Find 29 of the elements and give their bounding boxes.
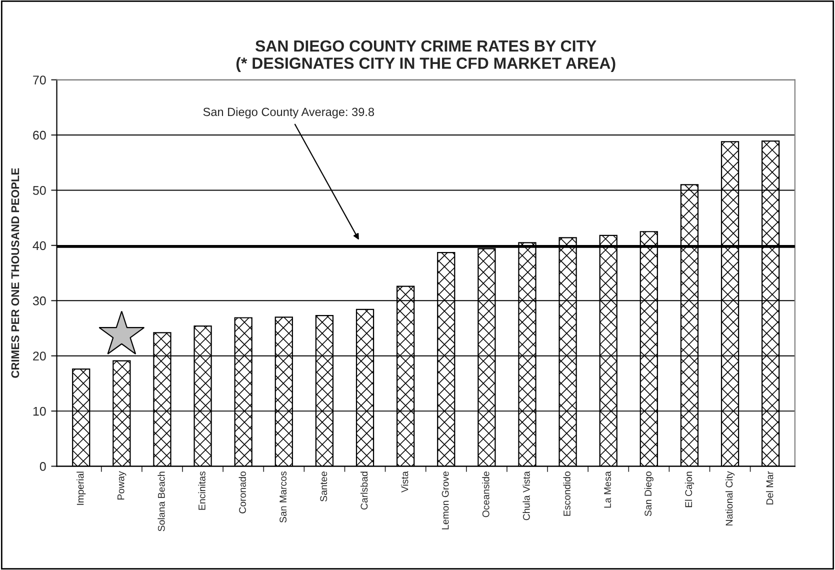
y-tick-label: 50 — [32, 186, 46, 195]
x-tick-label: La Mesa — [604, 471, 611, 508]
x-tick-label: Solana Beach — [158, 472, 165, 532]
chart-title: SAN DIEGO COUNTY CRIME RATES BY CITY (* DESIGNATES CITY IN THE CFD MARKET AREA) — [236, 40, 616, 72]
x-tick-label: Santee — [320, 472, 328, 502]
ref-line-label: San Diego County Average: 39.8 — [203, 107, 374, 118]
y-axis-title: CRIMES PER ONE THOUSAND PEOPLE — [11, 168, 20, 378]
y-tick-label: 70 — [33, 76, 46, 84]
x-tick-label: San Marcos — [280, 471, 287, 523]
x-tick-label: National City — [725, 471, 735, 526]
y-tick-label: 60 — [33, 130, 46, 140]
y-tick-label: 40 — [32, 241, 46, 250]
x-tick-label: Vista — [401, 471, 408, 493]
x-tick-label: Carlsbad — [360, 472, 368, 510]
y-tick-label: 10 — [33, 406, 46, 416]
x-tick-label: Del Mar — [766, 471, 774, 504]
x-tick-label: Lemon Grove — [442, 472, 449, 530]
x-tick-label: Chula Vista — [522, 471, 530, 520]
y-tick-label: 20 — [33, 352, 46, 360]
x-tick-label: El Cajon — [684, 472, 694, 508]
x-tick-label: Poway — [117, 471, 126, 500]
y-tick-label: 0 — [40, 462, 46, 471]
x-tick-label: Encinitas — [198, 471, 206, 510]
x-tick-label: San Diego — [644, 472, 654, 516]
x-tick-label: Imperial — [76, 472, 86, 505]
y-tick-label: 30 — [32, 296, 46, 306]
x-tick-label: Escondido — [563, 472, 570, 516]
x-tick-label: Oceanside — [482, 472, 490, 518]
x-tick-label: Coronado — [238, 472, 246, 514]
